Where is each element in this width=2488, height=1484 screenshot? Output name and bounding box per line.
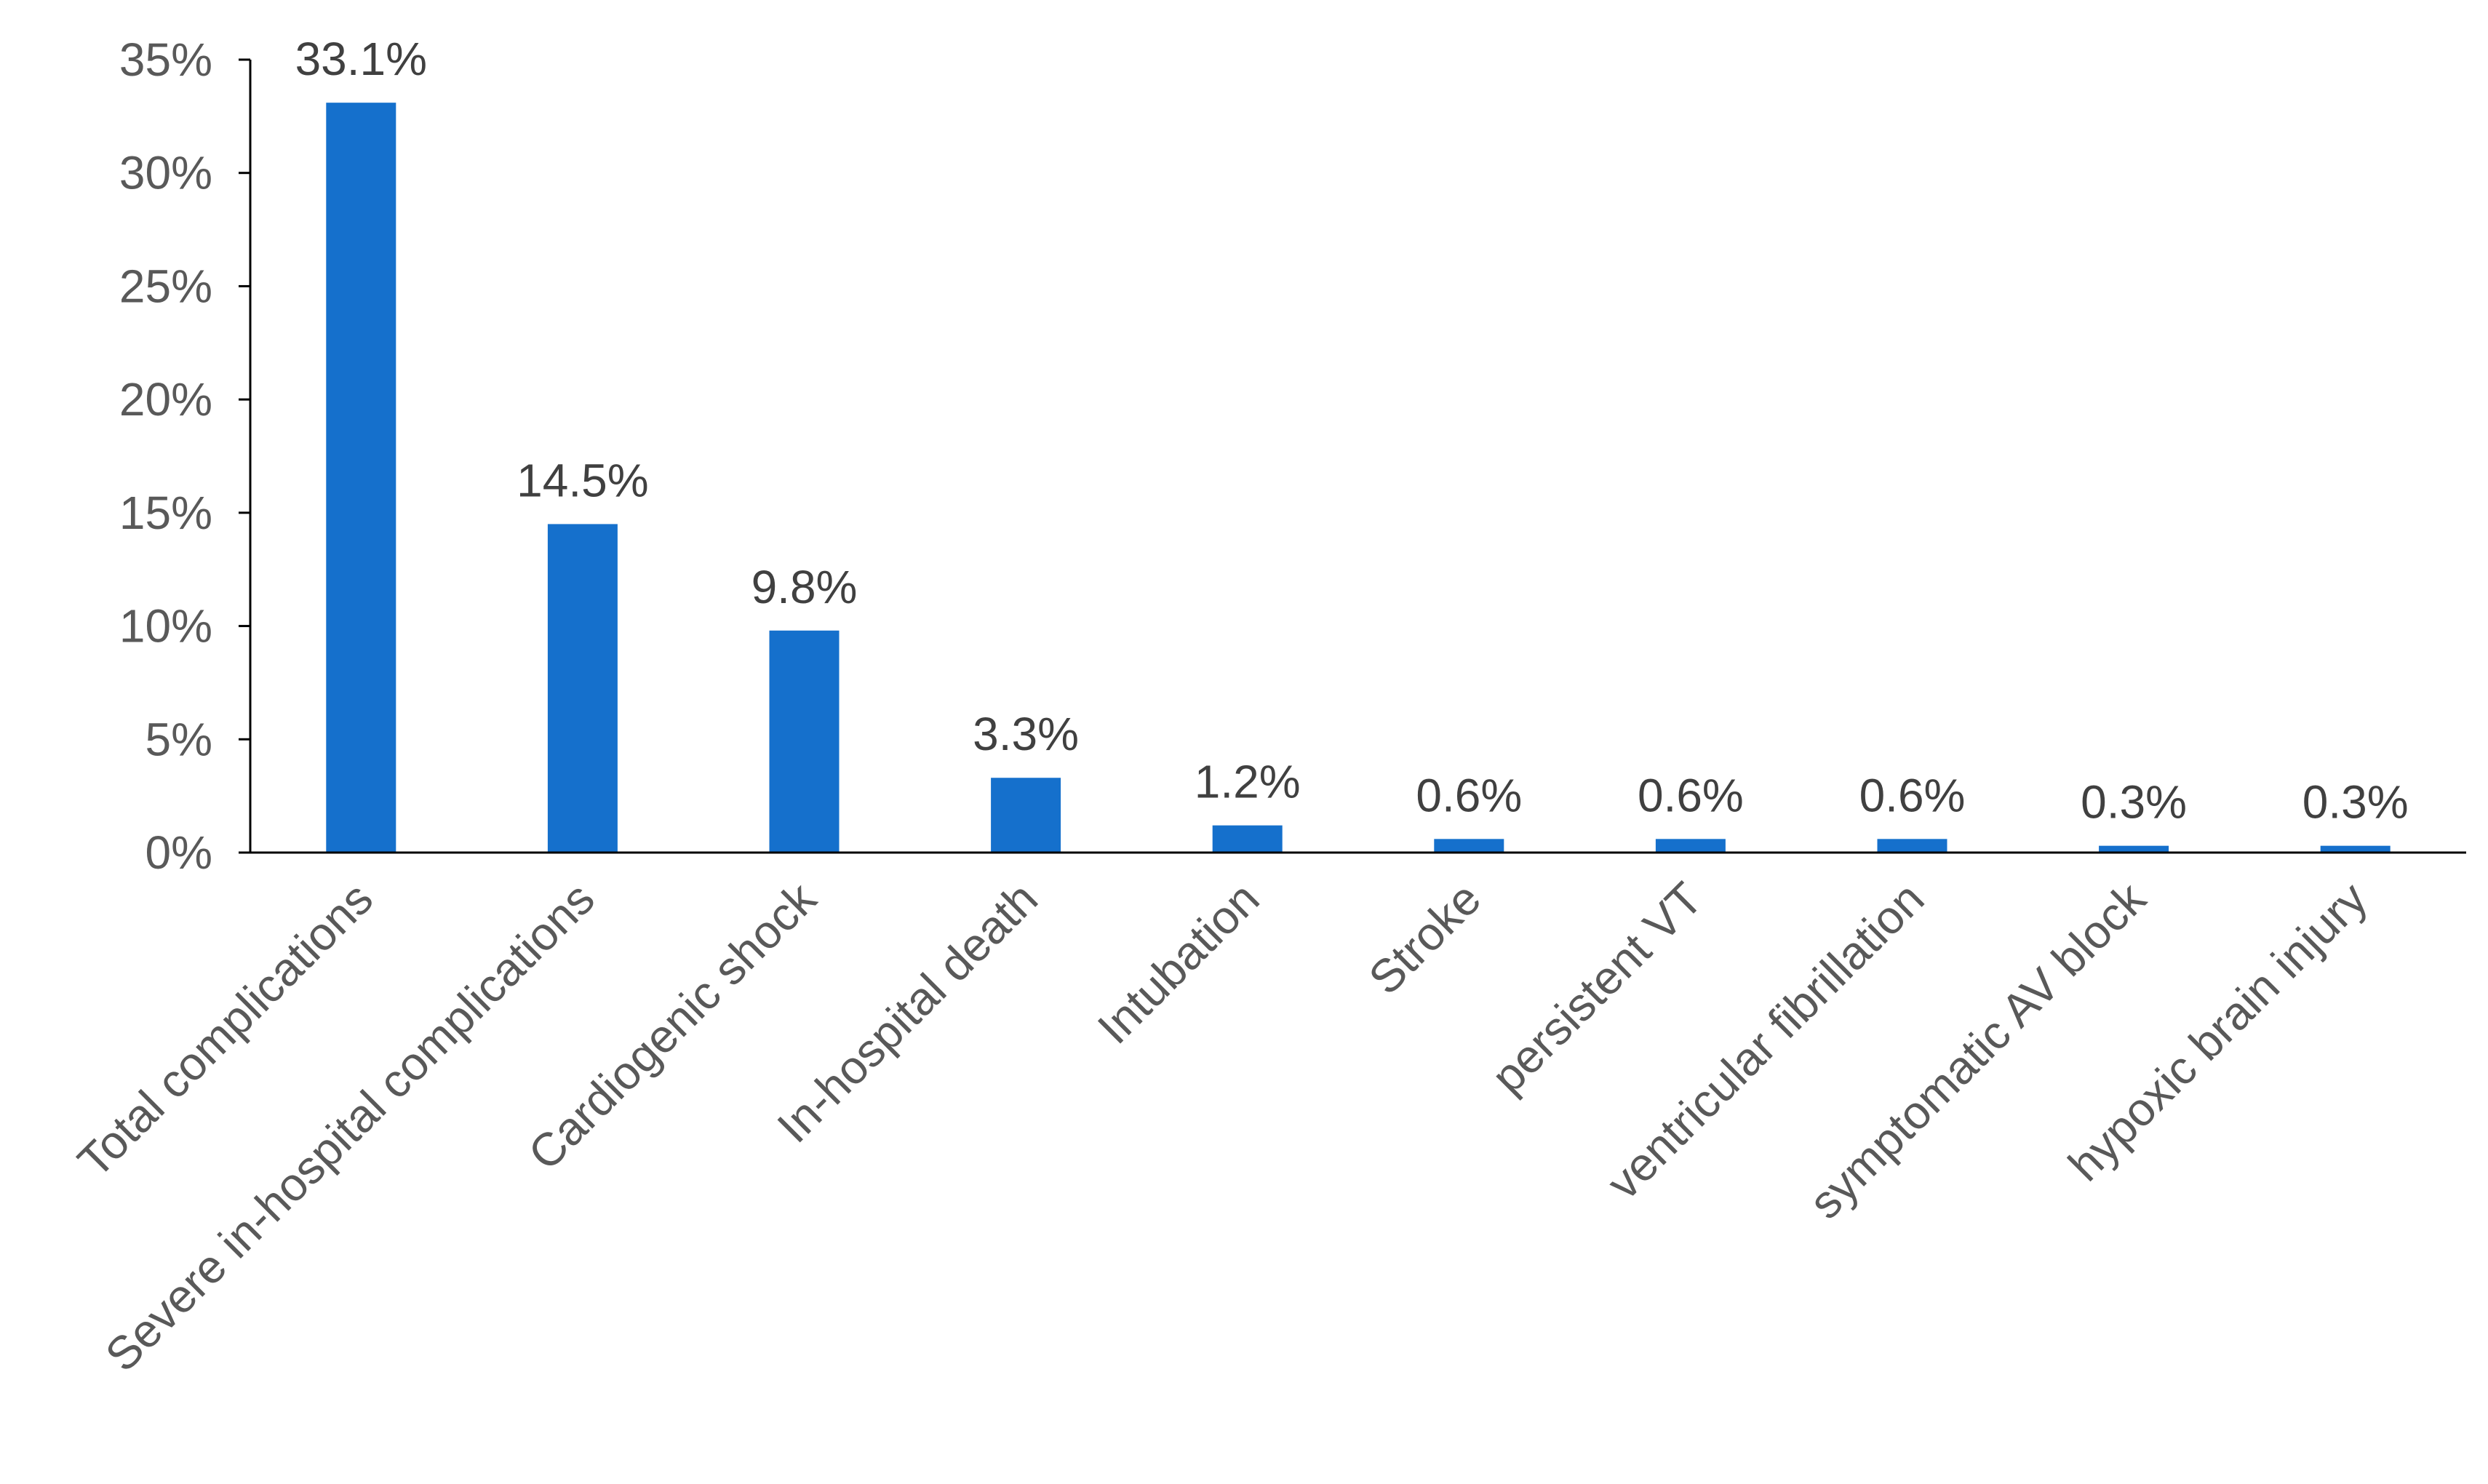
y-tick-label: 35% [119,33,212,86]
y-tick-label: 30% [119,147,212,199]
data-label: 33.1% [295,33,427,85]
y-tick-label: 25% [119,260,212,312]
bar [991,778,1061,853]
y-tick-label: 15% [119,487,212,539]
bar [1434,839,1504,853]
bar [326,103,396,853]
category-label: Severe in-hospital complications [95,872,605,1381]
y-tick-label: 10% [119,600,212,653]
data-label: 0.3% [2081,776,2187,829]
data-label: 1.2% [1195,756,1301,808]
data-label: 14.5% [517,454,648,506]
data-label: 0.6% [1859,769,1966,821]
category-label: persistent VT [1481,872,1713,1104]
bar [547,524,618,853]
data-label: 3.3% [973,708,1079,760]
bar [1212,825,1283,853]
bar [769,630,840,853]
category-label: Intubation [1088,872,1269,1054]
category-label: Stroke [1358,872,1491,1005]
y-tick-label: 5% [145,713,213,765]
data-labels: 33.1% 14.5% 9.8% 3.3% 1.2% 0.6% 0.6% 0.6% 0.3% 0.… [295,33,2409,828]
data-label: 0.6% [1638,769,1744,821]
bar [1877,839,1947,853]
bar [2320,845,2391,853]
data-label: 0.6% [1416,769,1522,821]
y-tick-label: 0% [145,826,213,879]
y-axis: 0% 5% 10% 15% 20% 25% 30% 35% [119,33,252,879]
bars [326,103,2391,853]
y-tick-label: 20% [119,373,212,426]
data-label: 9.8% [751,561,858,613]
bar [1655,839,1726,853]
data-label: 0.3% [2302,776,2409,829]
bar [2099,845,2169,853]
